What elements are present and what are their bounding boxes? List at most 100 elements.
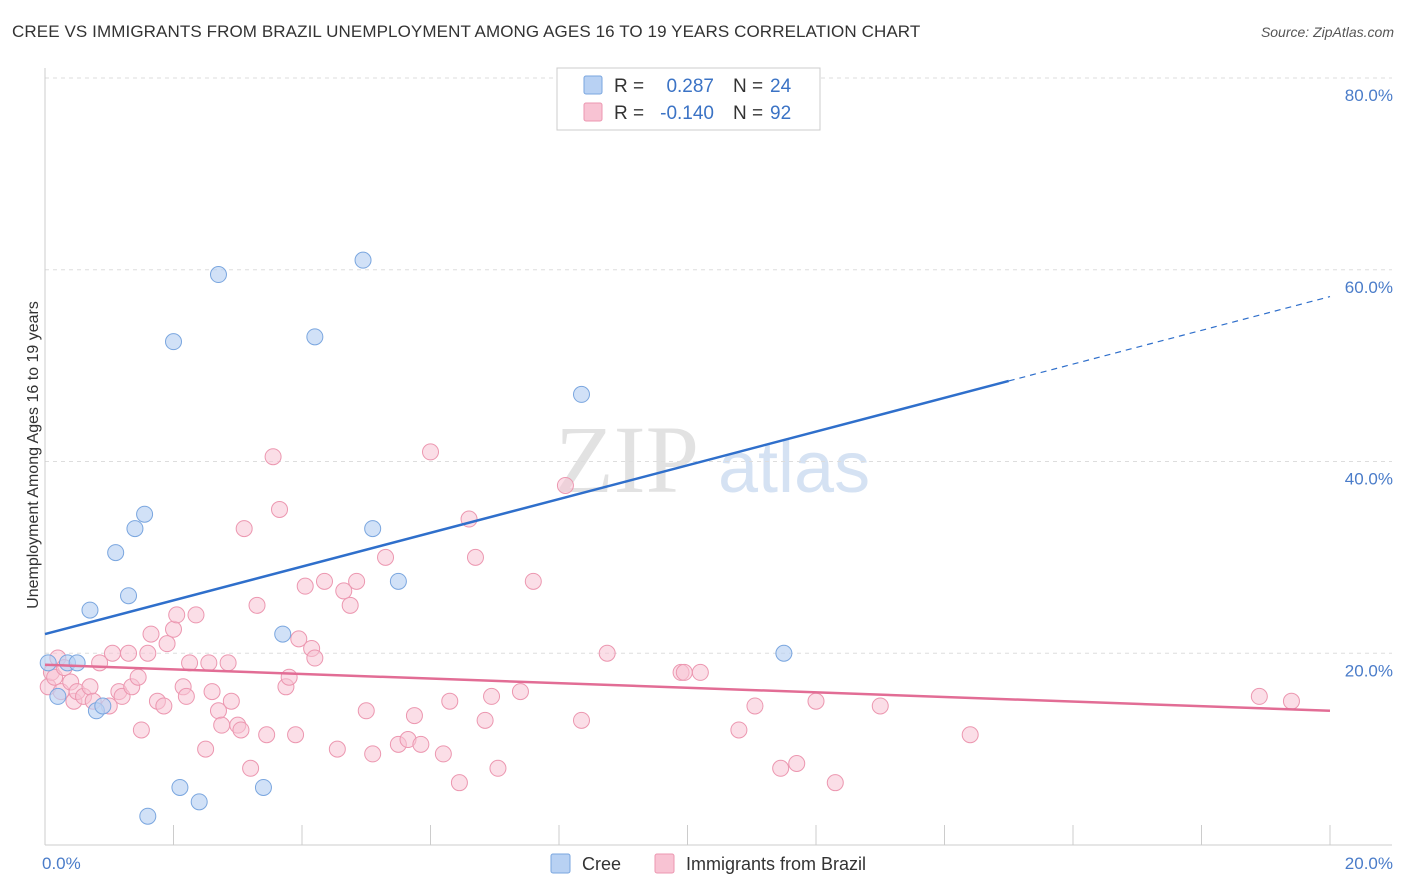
- y-axis-label: Unemployment Among Ages 16 to 19 years: [25, 301, 42, 609]
- cree-point-5: [94, 697, 112, 715]
- brazil-point-83: [730, 721, 748, 739]
- brazil-point-72: [476, 711, 494, 729]
- brazil-point-46: [271, 500, 289, 518]
- brazil-point-33: [200, 654, 218, 672]
- brazil-point-34: [203, 683, 221, 701]
- cree-point-22: [775, 644, 793, 662]
- x-tick-label-0: 0.0%: [42, 854, 81, 873]
- brazil-point-31: [187, 606, 205, 624]
- brazil-point-92: [1282, 692, 1300, 710]
- legend-r-value-cree: 0.287: [666, 76, 714, 97]
- legend-swatch-brazil: [583, 102, 603, 122]
- brazil-point-71: [466, 548, 484, 566]
- brazil-point-22: [142, 625, 160, 643]
- brazil-point-60: [364, 745, 382, 763]
- brazil-point-24: [155, 697, 173, 715]
- brazil-point-67: [434, 745, 452, 763]
- cree-point-17: [306, 328, 324, 346]
- brazil-point-59: [357, 702, 375, 720]
- cree-point-13: [190, 793, 208, 811]
- legend-r-value-brazil: -0.140: [660, 103, 714, 124]
- cree-trendline-extension: [1008, 296, 1331, 382]
- brazil-point-38: [222, 692, 240, 710]
- trendlines: [44, 296, 1331, 713]
- brazil-point-86: [788, 755, 806, 773]
- brazil-point-17: [120, 644, 138, 662]
- legend: R = 0.287 N = 24 R = -0.140 N = 92: [556, 67, 821, 131]
- x-tick-label-1: 20.0%: [1345, 854, 1393, 873]
- brazil-point-76: [524, 572, 542, 590]
- brazil-point-69: [450, 774, 468, 792]
- watermark-zip: ZIP: [555, 406, 699, 513]
- brazil-point-25: [158, 635, 176, 653]
- brazil-point-54: [315, 572, 333, 590]
- cree-point-0: [49, 687, 67, 705]
- brazil-point-26: [165, 620, 182, 638]
- tick-labels: 20.0% 40.0% 60.0% 80.0% 0.0% 20.0%: [42, 86, 1393, 873]
- axes: [44, 68, 1392, 846]
- brazil-point-36: [213, 716, 231, 734]
- bottom-legend: Cree Immigrants from Brazil: [550, 853, 866, 874]
- brazil-point-53: [306, 649, 324, 667]
- bottom-legend-swatch-cree: [550, 853, 571, 874]
- brazil-point-27: [168, 606, 186, 624]
- cree-point-18: [354, 251, 372, 269]
- cree-point-7: [120, 587, 138, 605]
- brazil-point-32: [197, 740, 215, 758]
- brazil-point-20: [132, 721, 150, 739]
- y-tick-label-2: 60.0%: [1345, 278, 1393, 297]
- brazil-point-64: [405, 707, 423, 725]
- brazil-point-75: [511, 683, 529, 701]
- brazil-point-77: [556, 476, 574, 494]
- y-tick-label-0: 20.0%: [1345, 661, 1393, 680]
- cree-point-6: [107, 544, 125, 562]
- bottom-legend-label-cree: Cree: [582, 854, 621, 874]
- brazil-point-41: [235, 520, 253, 538]
- legend-swatch-cree: [583, 75, 603, 95]
- brazil-point-21: [139, 644, 157, 662]
- brazil-point-61: [377, 548, 395, 566]
- cree-point-8: [126, 520, 144, 538]
- brazil-point-68: [441, 692, 459, 710]
- cree-points: [39, 251, 793, 825]
- brazil-point-48: [280, 668, 298, 686]
- brazil-points: [39, 443, 1300, 792]
- brazil-point-82: [691, 663, 709, 681]
- brazil-point-78: [572, 711, 590, 729]
- brazil-point-85: [772, 759, 790, 777]
- brazil-trendline: [44, 663, 1331, 713]
- brazil-point-40: [232, 721, 250, 739]
- brazil-point-37: [219, 654, 237, 672]
- brazil-point-30: [181, 654, 199, 672]
- bottom-legend-label-brazil: Immigrants from Brazil: [686, 854, 866, 874]
- brazil-point-58: [348, 572, 366, 590]
- cree-point-14: [209, 266, 227, 284]
- cree-point-16: [274, 625, 292, 643]
- cree-point-15: [254, 778, 272, 796]
- brazil-point-45: [264, 448, 282, 466]
- brazil-point-55: [328, 740, 346, 758]
- brazil-point-42: [242, 759, 260, 777]
- legend-n-value-cree: 24: [770, 76, 792, 97]
- gridlines: [45, 77, 1392, 654]
- brazil-point-14: [103, 644, 121, 662]
- watermark-atlas: atlas: [718, 428, 870, 508]
- brazil-point-89: [871, 697, 889, 715]
- bottom-legend-swatch-brazil: [654, 853, 675, 874]
- legend-r-label-brazil: R =: [614, 103, 644, 124]
- cree-trendline: [44, 379, 1010, 636]
- brazil-point-56: [335, 582, 353, 600]
- legend-n-value-brazil: 92: [770, 103, 791, 124]
- cree-point-11: [165, 333, 182, 351]
- brazil-point-49: [287, 726, 305, 744]
- brazil-point-79: [598, 644, 616, 662]
- cree-point-21: [572, 385, 590, 403]
- cree-point-23: [39, 654, 57, 672]
- brazil-point-91: [1250, 687, 1268, 705]
- cree-point-19: [364, 520, 382, 538]
- brazil-point-29: [177, 687, 195, 705]
- brazil-point-51: [296, 577, 314, 595]
- cree-point-9: [136, 505, 154, 523]
- brazil-point-43: [248, 596, 266, 614]
- brazil-point-66: [422, 443, 439, 461]
